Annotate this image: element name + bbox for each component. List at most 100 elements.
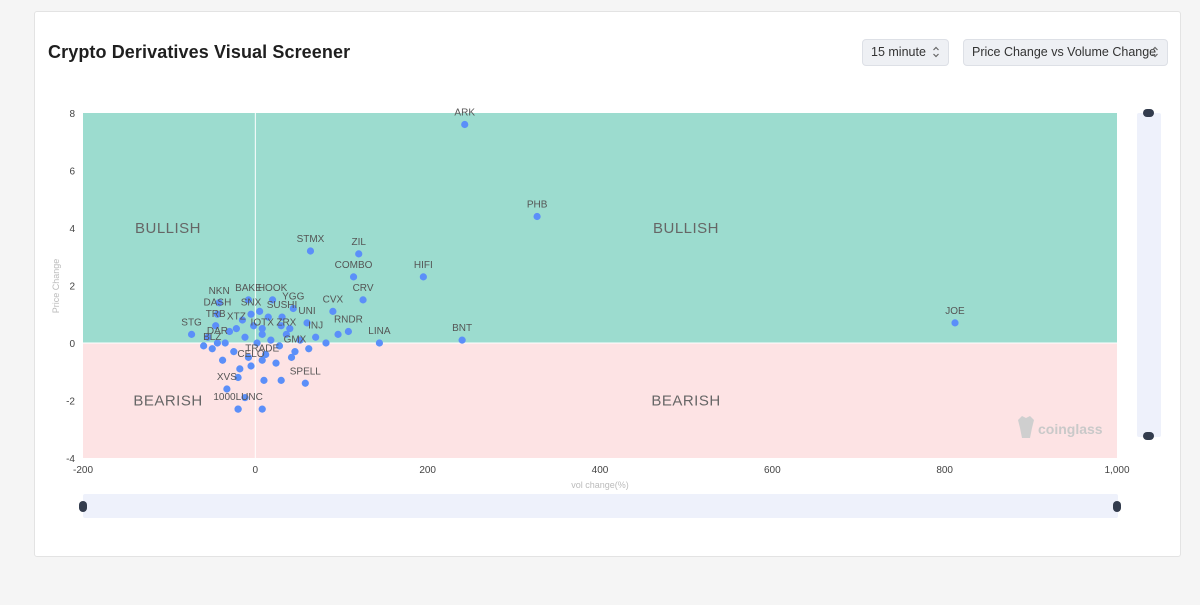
scatter-point-trade[interactable] <box>258 356 266 364</box>
point-label: LINA <box>368 326 391 337</box>
x-tick-label: 200 <box>419 465 436 476</box>
chevron-up-down-icon <box>1152 46 1158 58</box>
scatter-point[interactable] <box>241 333 249 341</box>
point-label: TRADE <box>245 343 279 354</box>
scatter-point[interactable] <box>218 356 227 364</box>
point-label: XVS <box>217 372 237 383</box>
scatter-point-bake[interactable] <box>244 296 253 304</box>
scatter-point-cvx[interactable] <box>329 307 337 315</box>
point-label: HOOK <box>258 283 288 294</box>
scatter-point-spell[interactable] <box>301 379 309 387</box>
scatter-point-lina[interactable] <box>375 339 384 347</box>
scatter-point-zrx[interactable] <box>282 330 290 338</box>
scatter-point-1000lunc[interactable] <box>234 405 242 413</box>
scatter-point[interactable] <box>260 376 268 384</box>
scatter-point-stmx[interactable] <box>306 247 315 255</box>
scatter-point[interactable] <box>296 336 304 344</box>
scatter-point-celo[interactable] <box>247 362 255 370</box>
scatter-point-bnt[interactable] <box>458 336 466 344</box>
coinglass-watermark: coinglass <box>1018 416 1103 438</box>
scatter-point-phb[interactable] <box>533 212 541 221</box>
scatter-point-hook[interactable] <box>268 296 277 304</box>
scatter-point-crv[interactable] <box>359 296 367 304</box>
scatter-point[interactable] <box>241 394 249 402</box>
scatter-point[interactable] <box>277 322 285 330</box>
scatter-point[interactable] <box>286 325 294 333</box>
scatter-point[interactable] <box>204 333 212 341</box>
scatter-point-rndr[interactable] <box>344 327 352 336</box>
scatter-point[interactable] <box>238 316 247 324</box>
point-label: ZRX <box>276 317 296 328</box>
y-slider-handle-top[interactable] <box>1143 109 1154 117</box>
y-range-slider[interactable] <box>1137 109 1161 440</box>
scatter-point-combo[interactable] <box>349 273 358 281</box>
zone-label: BULLISH <box>653 220 719 237</box>
scatter-point-uni[interactable] <box>303 319 311 327</box>
point-label: UNI <box>298 306 315 317</box>
y-tick-label: 6 <box>69 167 75 178</box>
scatter-point-iotx[interactable] <box>258 330 266 338</box>
scatter-point-sushi[interactable] <box>278 313 286 321</box>
point-label: ARK <box>454 108 475 119</box>
point-label: CELO <box>237 349 264 360</box>
scatter-point[interactable] <box>258 325 266 333</box>
scatter-point[interactable] <box>253 339 261 347</box>
scatter-point-xtz[interactable] <box>232 325 240 333</box>
scatter-point[interactable] <box>200 342 208 350</box>
scatter-point[interactable] <box>250 322 258 330</box>
x-tick-label: 1,000 <box>1104 465 1129 476</box>
scatter-point-inj[interactable] <box>312 333 320 341</box>
scatter-point[interactable] <box>234 373 242 382</box>
scatter-point-joe[interactable] <box>951 319 959 327</box>
scatter-point[interactable] <box>334 330 342 338</box>
scatter-point-gmx[interactable] <box>291 348 299 356</box>
scatter-point[interactable] <box>272 359 280 367</box>
scatter-point-xvs[interactable] <box>223 385 231 393</box>
scatter-point[interactable] <box>277 376 285 384</box>
point-label: CVX <box>323 294 344 305</box>
scatter-point[interactable] <box>230 348 238 356</box>
scatter-point-hifi[interactable] <box>419 273 427 281</box>
point-label: IOTX <box>251 317 275 328</box>
scatter-point[interactable] <box>267 336 275 344</box>
x-tick-label: -200 <box>73 465 93 476</box>
scatter-point[interactable] <box>236 365 244 373</box>
scatter-point-ark[interactable] <box>461 120 469 129</box>
scatter-point[interactable] <box>322 339 330 347</box>
scatter-point-dar[interactable] <box>213 339 222 347</box>
scatter-point[interactable] <box>258 405 266 413</box>
scatter-point[interactable] <box>287 353 296 361</box>
metric-select[interactable]: Price Change vs Volume Change <box>963 39 1168 66</box>
x-range-slider[interactable] <box>79 494 1121 518</box>
scatter-point-trb[interactable] <box>212 322 220 330</box>
point-label: PHB <box>527 200 548 211</box>
scatter-point[interactable] <box>256 307 264 315</box>
scatter-point-stg[interactable] <box>187 330 196 338</box>
point-label: BNT <box>452 323 472 334</box>
scatter-point-dash[interactable] <box>213 310 222 318</box>
point-label: RNDR <box>334 315 363 326</box>
scatter-point[interactable] <box>221 339 229 347</box>
scatter-point[interactable] <box>225 327 234 336</box>
x-slider-handle-right[interactable] <box>1113 501 1121 512</box>
interval-select[interactable]: 15 minute <box>862 39 949 66</box>
y-tick-label: -4 <box>66 454 75 465</box>
scatter-point[interactable] <box>275 342 284 350</box>
point-label: SNX <box>241 297 262 308</box>
scatter-point-zil[interactable] <box>355 250 363 258</box>
point-label: INJ <box>308 320 323 331</box>
y-slider-handle-bottom[interactable] <box>1143 432 1154 440</box>
watermark-text: coinglass <box>1038 421 1103 437</box>
scatter-point-ygg[interactable] <box>289 304 297 313</box>
scatter-point-nkn[interactable] <box>215 299 223 307</box>
point-label: COMBO <box>335 260 373 271</box>
x-slider-handle-left[interactable] <box>79 501 87 512</box>
scatter-point[interactable] <box>244 353 253 361</box>
scatter-point[interactable] <box>262 350 270 359</box>
scatter-point-blz[interactable] <box>208 345 216 353</box>
point-label: DASH <box>204 297 232 308</box>
scatter-point[interactable] <box>305 345 313 353</box>
scatter-point-snx[interactable] <box>247 310 255 318</box>
scatter-point[interactable] <box>264 313 272 321</box>
